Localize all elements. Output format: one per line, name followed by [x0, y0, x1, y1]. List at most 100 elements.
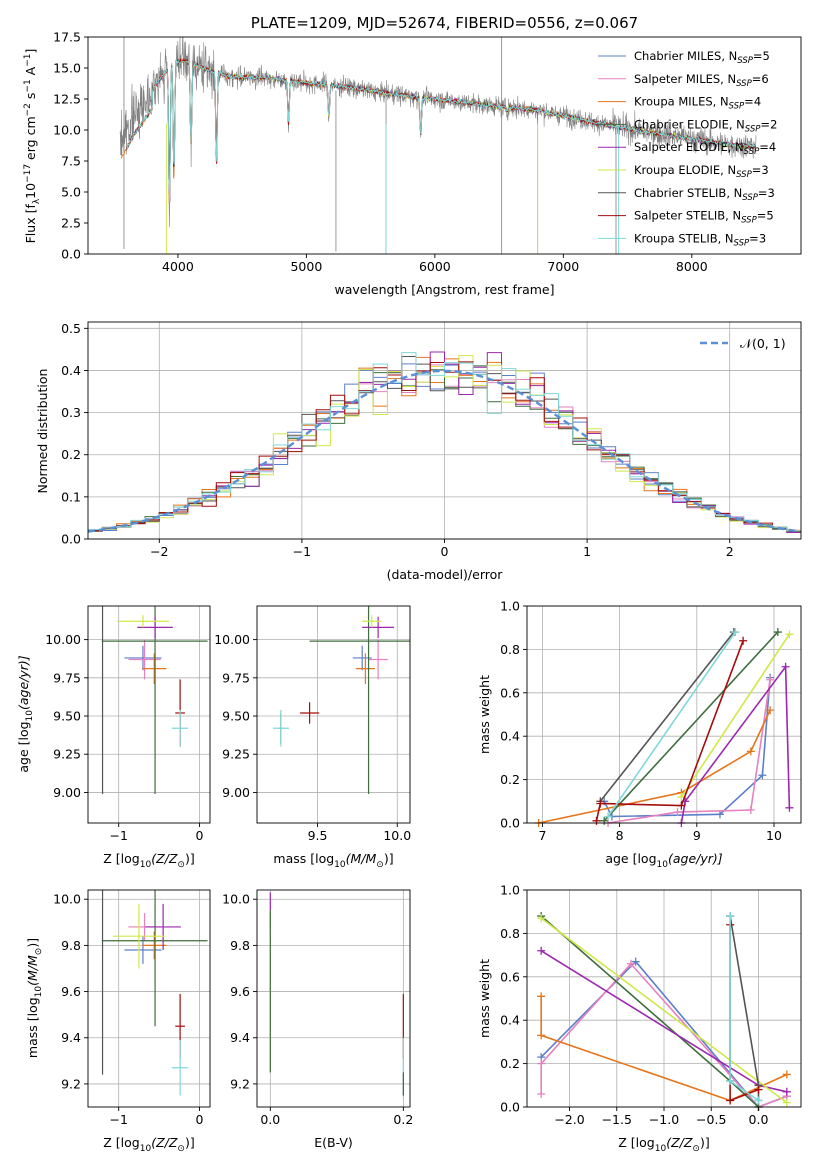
- x-tick-label: 0.0: [260, 1112, 280, 1127]
- y-axis-label-part: −17: [23, 164, 33, 183]
- axes-frame: [87, 36, 802, 255]
- x-tick-label: −0.5: [696, 1112, 726, 1127]
- legend-label-eq: =: [749, 231, 759, 245]
- x-tick-label: −1: [109, 1112, 127, 1127]
- y-tick-label: 0.8: [500, 926, 520, 941]
- x-tick-label: −1: [293, 544, 311, 559]
- weight-line: [599, 631, 735, 802]
- legend-label-text: Kroupa MILES, N: [634, 95, 729, 109]
- x-tick-label: 9: [693, 828, 701, 843]
- y-tick-label: 9.25: [53, 747, 81, 762]
- y-axis-label-part: −2: [23, 103, 33, 116]
- y-axis-label-part: A: [23, 66, 38, 79]
- y-axis-label-part: erg cm: [23, 116, 38, 164]
- y-axis-label-part: 10: [34, 986, 44, 998]
- y-axis-label-part: age [log: [16, 721, 31, 772]
- errorbar-group: [272, 606, 410, 794]
- y-tick-label: 0.8: [500, 642, 520, 657]
- axes-frame: [256, 889, 411, 1108]
- y-tick-label: 15.0: [53, 61, 81, 76]
- weight-marker: [754, 1085, 763, 1094]
- y-axis-label-part: (M/M: [25, 955, 40, 986]
- legend-label-subscript: SSP: [744, 147, 760, 157]
- x-tick-label: 7: [538, 828, 546, 843]
- legend-label: Chabrier MILES, NSSP=5: [634, 49, 770, 66]
- x-axis-label-part: ⊙: [177, 860, 185, 870]
- y-tick-label: 10.00: [45, 632, 81, 647]
- y-tick-label: 9.00: [222, 785, 250, 800]
- legend-label-eq: =: [752, 72, 762, 86]
- y-axis-label-part: 10: [23, 183, 38, 199]
- y-tick-label: 0.0: [61, 247, 81, 262]
- y-tick-label: 9.25: [222, 747, 250, 762]
- weight-marker: [754, 1096, 763, 1105]
- x-axis-label-part: )]: [384, 851, 394, 866]
- weight-marker: [785, 803, 794, 812]
- x-axis-label-part: 10: [657, 860, 669, 870]
- y-tick-label: 0.6: [500, 685, 520, 700]
- weight-marker: [596, 799, 605, 808]
- x-axis-label-part: ⊙: [692, 1144, 700, 1154]
- legend-label: 𝒩(0, 1): [740, 336, 786, 351]
- legend-label-text: Kroupa STELIB, N: [634, 231, 734, 245]
- y-tick-label: 0.5: [61, 321, 81, 336]
- y-tick-label: 9.2: [61, 1076, 81, 1091]
- weight-marker: [773, 628, 782, 637]
- x-axis-label-part: )]: [700, 1135, 710, 1150]
- weight-marker: [766, 675, 775, 684]
- legend-label: Chabrier ELODIE, NSSP=2: [634, 117, 777, 134]
- y-axis-label: mass weight: [477, 959, 492, 1038]
- legend-label-subscript: SSP: [742, 193, 758, 203]
- legend-label-nssp: 5: [766, 209, 773, 223]
- gaussian-reference-curve: [88, 369, 799, 533]
- legend-label-subscript: SSP: [736, 79, 752, 89]
- x-axis-label-part: (Z/Z: [666, 1135, 693, 1150]
- x-tick-label: −1: [109, 828, 127, 843]
- y-axis-label: mass [log10(M/M⊙)]: [25, 938, 44, 1058]
- y-axis-label-part: 10: [25, 710, 35, 722]
- legend-label-nssp: 4: [769, 140, 776, 154]
- y-tick-label: 12.5: [53, 92, 81, 107]
- y-tick-label: 9.00: [53, 785, 81, 800]
- weight-line: [538, 709, 771, 824]
- weight-marker: [537, 1059, 546, 1068]
- y-tick-label: 0.4: [500, 1013, 520, 1028]
- axes-frame: [256, 605, 411, 824]
- legend-label: Salpeter MILES, NSSP=6: [634, 72, 769, 89]
- legend-label: Salpeter ELODIE, NSSP=4: [634, 140, 776, 157]
- y-tick-label: 9.75: [53, 670, 81, 685]
- legend-label: Salpeter STELIB, NSSP=5: [634, 209, 774, 226]
- x-axis-label-part: (Z/Z: [151, 851, 178, 866]
- weight-line: [680, 664, 791, 824]
- x-axis-label-part: (age/yr)]: [668, 851, 723, 866]
- axes-frame: [87, 889, 211, 1108]
- legend-label-subscript: SSP: [741, 216, 757, 226]
- x-tick-label: 0: [196, 828, 204, 843]
- x-tick-label: 4000: [162, 259, 194, 274]
- weight-line: [607, 679, 771, 824]
- model-spectrum-line: [126, 59, 756, 203]
- y-tick-label: 10.0: [53, 123, 81, 138]
- weight-marker: [726, 912, 735, 921]
- x-tick-label: 5000: [290, 259, 322, 274]
- x-axis-label-part: Z [log: [103, 1135, 139, 1150]
- legend-label: Kroupa STELIB, NSSP=3: [634, 231, 766, 248]
- legend-label-text: Salpeter STELIB, N: [634, 209, 741, 223]
- x-axis-label: Z [log10(Z/Z⊙)]: [103, 851, 194, 870]
- y-axis-label: age [log10(age/yr)]: [16, 655, 35, 772]
- y-tick-label: 9.8: [61, 938, 81, 953]
- y-tick-label: 0.0: [61, 532, 81, 547]
- y-axis-label: Normed distribution: [35, 369, 50, 494]
- weight-marker: [782, 1087, 791, 1096]
- y-tick-label: 9.50: [53, 709, 81, 724]
- legend-label-nssp: 6: [761, 72, 768, 86]
- weight-marker: [537, 992, 546, 1001]
- x-tick-label: 2: [726, 544, 734, 559]
- histogram-group: [88, 351, 801, 535]
- axes-frame: [526, 605, 802, 824]
- legend-label-nssp: 3: [768, 186, 775, 200]
- x-axis-label-part: (M/M: [346, 851, 377, 866]
- legend-label-text: Kroupa ELODIE, N: [634, 163, 736, 177]
- x-axis-label-part: ⊙: [177, 1144, 185, 1154]
